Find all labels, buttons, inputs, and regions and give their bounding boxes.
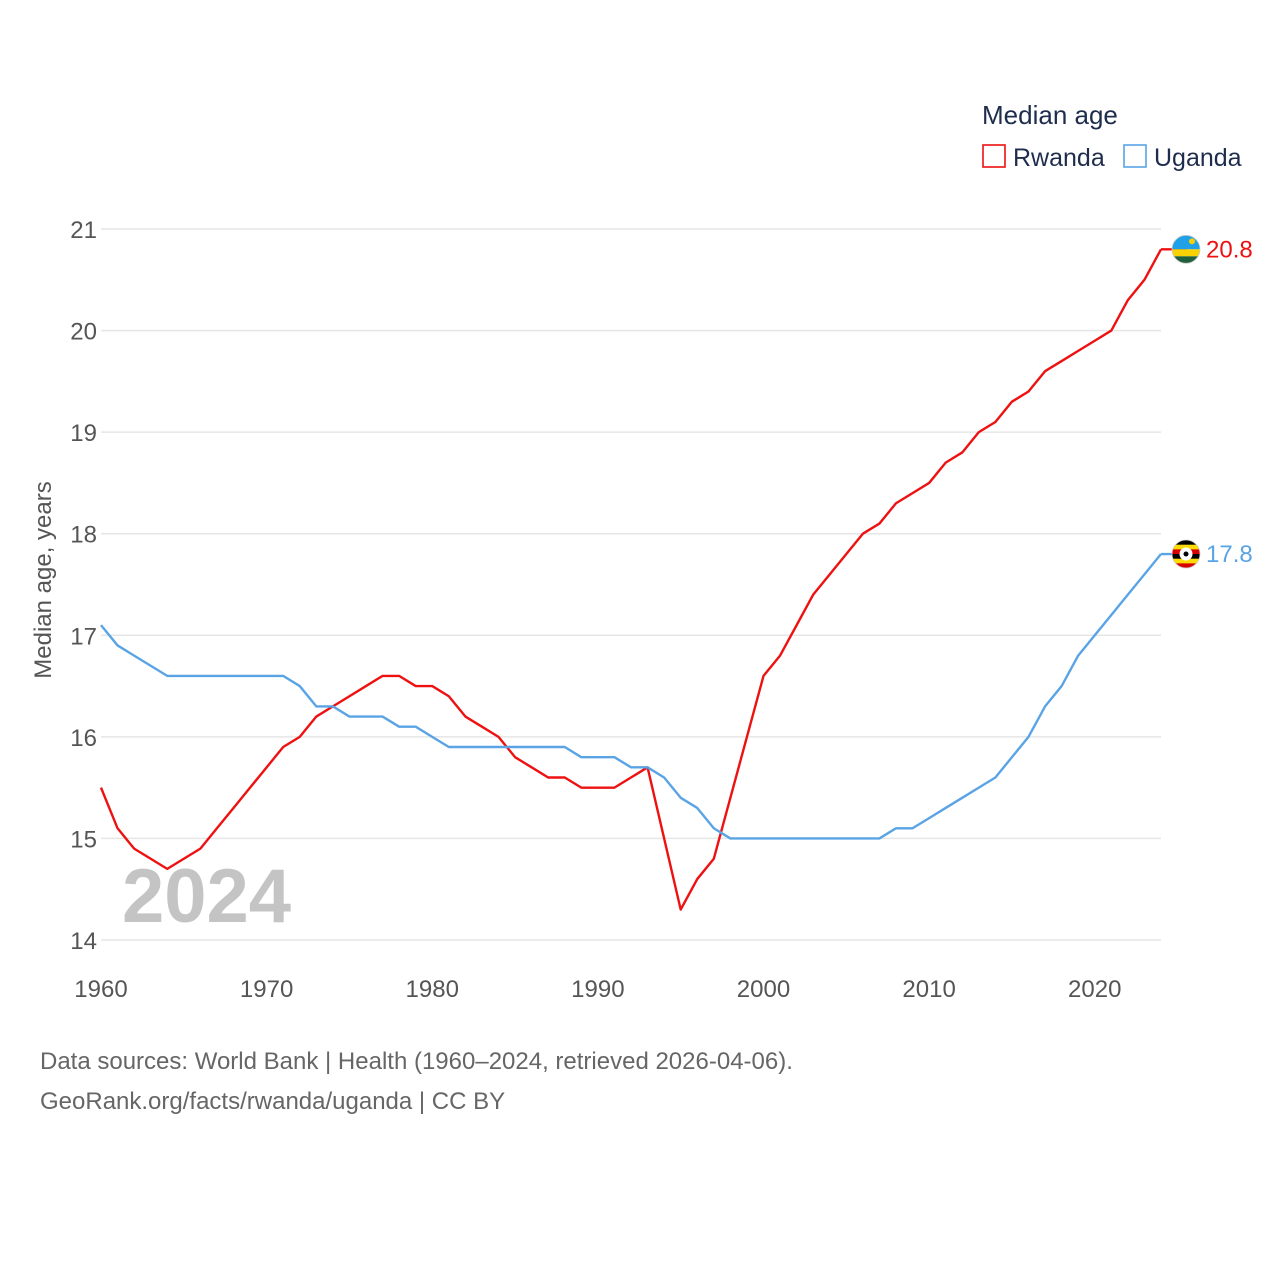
flag-stripe-blue: [1172, 235, 1200, 250]
y-tick-label-20: 20: [70, 319, 97, 346]
x-tick-label-1980: 1980: [406, 976, 459, 1003]
flag-stripe-green: [1172, 256, 1200, 264]
flag-body-rwanda: [1172, 235, 1200, 264]
flag-stripe-0: [1172, 540, 1200, 546]
y-tick-label-21: 21: [70, 217, 97, 244]
y-tick-label-15: 15: [70, 826, 97, 853]
y-tick-label-17: 17: [70, 623, 97, 650]
x-tick-label-1970: 1970: [240, 976, 293, 1003]
legend-title: Median age: [982, 100, 1118, 130]
legend-item-rwanda[interactable]: Rwanda: [982, 144, 1105, 172]
flag-crane: [1183, 551, 1189, 557]
y-tick-label-18: 18: [70, 522, 97, 549]
legend-item-uganda[interactable]: Uganda: [1123, 144, 1242, 172]
legend-label-uganda: Uganda: [1154, 144, 1242, 172]
series-lines: [99, 248, 1163, 911]
series-line-rwanda: [99, 248, 1163, 911]
x-axis-ticks: 1960 1970 1980 1990 2000 2010 2020: [74, 976, 1121, 1003]
y-tick-label-14: 14: [70, 928, 97, 955]
x-tick-label-1960: 1960: [74, 976, 127, 1003]
legend-swatch-uganda: [1123, 144, 1147, 168]
flag-stripe-yellow: [1172, 249, 1200, 257]
footer: Data sources: World Bank | Health (1960–…: [40, 1042, 793, 1122]
flag-stripe-1: [1172, 544, 1200, 550]
flag-outline-uganda: [1171, 539, 1201, 569]
flag-sun: [1189, 238, 1195, 245]
series-line-uganda: [100, 553, 1162, 840]
x-tick-label-1990: 1990: [571, 976, 624, 1003]
data-sources-text: Data sources: World Bank | Health (1960–…: [40, 1048, 793, 1075]
rwanda-flag-icon: [1171, 234, 1201, 264]
y-axis-label: Median age, years: [30, 481, 57, 678]
legend[interactable]: Median age Rwanda Uganda: [982, 100, 1242, 172]
flag-stripe-4: [1172, 558, 1200, 564]
end-value-label-uganda: 17.8: [1206, 541, 1253, 568]
uganda-flag-icon: [1171, 539, 1201, 569]
flag-stripe-5: [1172, 563, 1200, 569]
x-tick-label-2020: 2020: [1068, 976, 1121, 1003]
y-tick-label-19: 19: [70, 420, 97, 447]
year-watermark: 2024: [122, 854, 291, 939]
y-tick-label-16: 16: [70, 725, 97, 752]
gridlines: [101, 228, 1161, 941]
legend-label-rwanda: Rwanda: [1013, 144, 1105, 172]
flag-outline-rwanda: [1171, 234, 1201, 264]
x-tick-label-2010: 2010: [902, 976, 955, 1003]
legend-swatch-rwanda: [982, 144, 1006, 168]
flag-body-uganda: [1172, 540, 1200, 569]
y-axis-ticks: 14 15 16 17 18 19 20 21: [70, 217, 97, 955]
x-tick-label-2000: 2000: [737, 976, 790, 1003]
credit-link[interactable]: GeoRank.org/facts/rwanda/uganda | CC BY: [40, 1088, 506, 1115]
end-value-label-rwanda: 20.8: [1206, 236, 1253, 263]
end-markers: 20.8 17.8: [1161, 234, 1253, 569]
